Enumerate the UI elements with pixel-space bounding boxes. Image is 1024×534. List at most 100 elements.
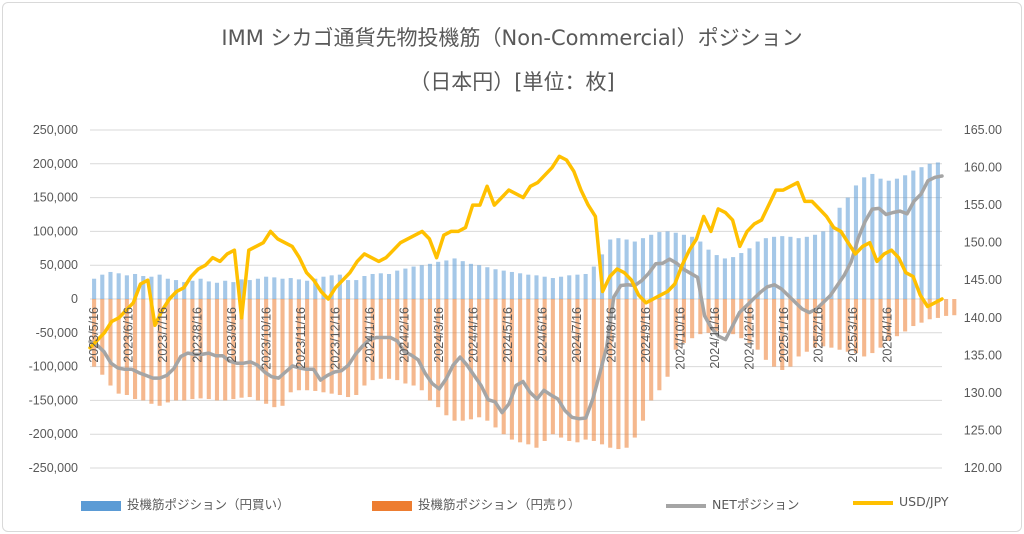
bar-short (452, 299, 457, 421)
bar-long (427, 263, 433, 299)
bar-long (165, 278, 170, 299)
bar-short (173, 299, 179, 401)
bar-long (878, 178, 883, 299)
bar-long (518, 273, 523, 299)
bar-long (591, 266, 596, 299)
bar-long (362, 276, 367, 299)
bar-short (182, 299, 187, 401)
bar-long (886, 180, 891, 299)
bar-short (337, 299, 342, 395)
legend-label-short: 投機筋ポジション（円売り） (418, 497, 581, 512)
bar-long (239, 279, 244, 299)
legend-swatch-usdjpy (853, 500, 893, 505)
bar-long (411, 266, 416, 299)
bar-short (239, 299, 244, 398)
bar-short (419, 299, 424, 391)
bar-long (419, 265, 424, 299)
bar-long (370, 273, 375, 299)
bar-long (477, 265, 482, 299)
bar-short (157, 299, 162, 406)
bar-short (165, 299, 170, 403)
y-right-tick-label: 165.00 (964, 123, 1002, 137)
bar-short (329, 299, 334, 394)
bar-long (214, 282, 220, 299)
y-left-tick-label: 250,000 (33, 123, 78, 137)
bar-long (894, 178, 899, 299)
bar-long (272, 277, 277, 299)
bar-long (722, 258, 727, 299)
bar-long (149, 276, 154, 299)
bar-short (509, 299, 514, 440)
y-right-tick-label: 120.00 (964, 461, 1002, 475)
bar-long (624, 239, 629, 299)
bar-short (92, 299, 97, 367)
bar-short (116, 299, 121, 394)
x-tick-label: 2023/10/16 (260, 307, 274, 370)
bar-short (518, 299, 523, 443)
bar-short (632, 299, 637, 438)
bar-short (772, 299, 777, 367)
bar-long (493, 269, 498, 299)
bar-long (354, 280, 359, 299)
bar-long (264, 276, 269, 299)
x-tick-label: 2023/7/16 (156, 307, 170, 363)
bar-short (247, 299, 252, 398)
bar-long (665, 231, 670, 299)
bar-long (714, 255, 719, 299)
bar-long (575, 274, 580, 299)
bar-short (288, 299, 293, 393)
bar-long (501, 270, 506, 299)
bar-short (665, 299, 670, 377)
bar-long (386, 273, 392, 299)
bar-short (133, 299, 138, 400)
bar-short (952, 299, 957, 316)
x-tick-label: 2024/5/16 (501, 307, 515, 363)
bar-short (305, 299, 310, 391)
y-right-tick-label: 130.00 (964, 386, 1002, 400)
x-tick-label: 2025/1/16 (777, 307, 791, 363)
bar-short (427, 299, 433, 401)
bar-long (321, 276, 326, 299)
legend-label-long: 投機筋ポジション（円買い） (127, 497, 290, 512)
bar-long (436, 261, 441, 299)
legend-item-long: 投機筋ポジション（円買い） (81, 494, 290, 513)
bar-long (829, 224, 834, 299)
bar-long (133, 273, 138, 299)
bar-long (329, 275, 334, 299)
bar-short (542, 299, 547, 441)
bar-short (862, 299, 867, 357)
bar-long (657, 232, 662, 299)
bar-long (788, 236, 793, 299)
bar-short (264, 299, 269, 404)
bar-long (812, 234, 818, 299)
bar-long (796, 238, 801, 299)
bar-short (321, 299, 326, 393)
x-tick-label: 2023/6/16 (122, 307, 136, 363)
x-tick-label: 2025/4/16 (881, 307, 895, 363)
y-right-tick-label: 135.00 (964, 348, 1002, 362)
x-tick-label: 2024/11/16 (708, 307, 722, 369)
bar-short (477, 299, 482, 418)
bar-long (821, 231, 826, 299)
bar-short (837, 299, 842, 350)
x-tick-label: 2024/8/16 (605, 307, 619, 363)
y-left-tick-label: -100,000 (29, 360, 78, 374)
bar-short (812, 299, 818, 348)
bar-short (903, 299, 908, 332)
bar-long (755, 241, 760, 299)
bar-long (927, 163, 932, 299)
bar-short (714, 299, 719, 332)
bar-long (124, 275, 129, 299)
x-tick-label: 2024/6/16 (536, 307, 550, 363)
bar-long (731, 257, 736, 299)
bar-long (173, 280, 179, 299)
bar-short (354, 299, 359, 395)
bar-short (296, 299, 301, 391)
bar-short (657, 299, 662, 391)
bar-long (747, 248, 752, 299)
bar-long (231, 282, 236, 299)
bar-short (788, 299, 793, 367)
bar-long (288, 278, 293, 299)
x-tick-label: 2025/3/16 (846, 307, 860, 363)
